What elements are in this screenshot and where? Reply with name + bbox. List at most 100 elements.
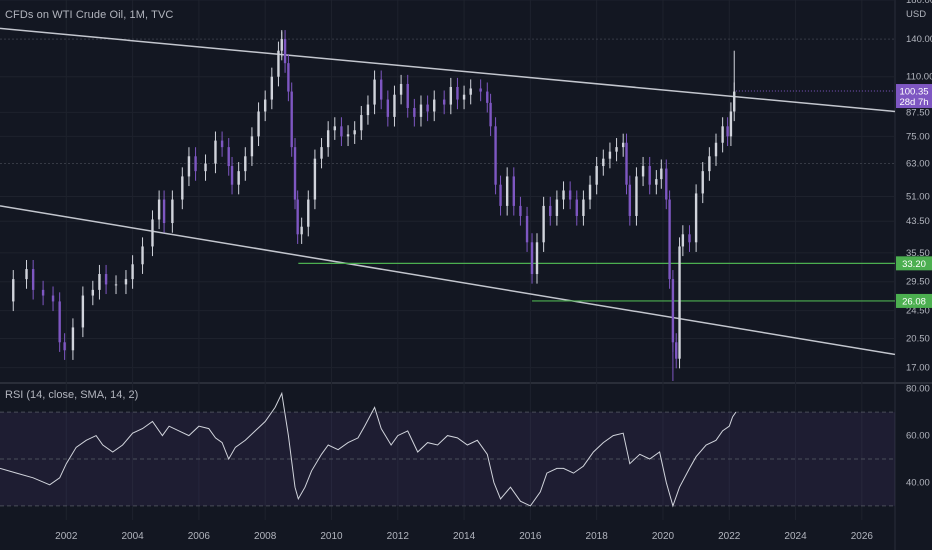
rsi-axis[interactable]: 80.00 60.00 40.00 [906,384,930,489]
x-tick-label: 2004 [121,531,144,542]
candle-body [733,91,736,112]
level-badge [896,293,932,308]
y-tick-label: 29.50 [906,277,930,288]
y-tick-label: 20.50 [906,333,930,344]
candle-body [393,94,396,117]
lower-trendline [0,205,896,356]
candle-body [505,176,509,206]
candle-body [681,234,685,247]
candle-body [525,215,529,243]
candle-body [562,190,565,200]
candle-body [489,102,492,127]
candle-body [91,289,95,296]
x-tick-label: 2010 [320,531,343,542]
rsi-tick-label: 60.00 [906,431,930,442]
candle-body [313,158,317,200]
candle-body [486,91,489,103]
candle-body [296,199,299,235]
candle-body [406,83,409,108]
candle-body [366,104,370,116]
rsi-panel [0,391,895,508]
candle-body [721,126,724,143]
candle-body [263,99,267,112]
candle-body [287,63,290,92]
rsi-indicator-label[interactable]: RSI (14, close, SMA, 14, 2) [5,389,139,401]
x-tick-label: 2012 [387,531,410,542]
candle-body [625,142,628,185]
y-tick-label: 35.50 [906,248,930,259]
x-tick-label: 2006 [188,531,211,542]
candle-body [25,269,28,280]
candle-body [320,147,323,159]
candle-body [582,199,585,216]
candle-body [300,226,303,235]
x-tick-label: 2002 [55,531,78,542]
y-tick-label: 75.00 [906,131,930,142]
level-badge [896,256,932,271]
candle-body [220,140,224,148]
x-tick-label: 2016 [519,531,542,542]
candle-body [63,342,66,351]
y-tick-label: 63.00 [906,159,930,170]
x-tick-label: 2018 [586,531,609,542]
candle-body [542,205,545,243]
candle-body [621,142,625,148]
candle-body [98,274,101,290]
candle-body [628,184,632,216]
candle-body [162,199,166,224]
y-tick-label: 24.50 [906,306,930,317]
candle-body [283,39,287,64]
candle-body [386,99,390,117]
candle-body [729,111,733,137]
x-tick-label: 2022 [718,531,741,542]
x-tick-label: 2008 [254,531,277,542]
rsi-tick-label: 80.00 [906,384,930,395]
candle-body [433,99,436,112]
x-tick-label: 2014 [453,531,476,542]
candle-body [230,166,234,185]
candle-body [353,130,356,135]
candle-body [31,269,35,290]
candle-body [595,166,598,185]
candle-body [568,190,572,200]
candle-body [641,166,645,177]
y-tick-label: 180.00 [906,0,932,6]
candle-body [181,176,184,200]
y-tick-label: 110.00 [906,72,932,83]
candle-body [41,289,45,296]
candle-body [333,126,336,131]
candle-body [187,156,191,177]
candle-body [660,168,663,180]
candle-body [293,147,297,200]
y-tick-label: 51.00 [906,191,930,202]
y-tick-label: 140.00 [906,34,932,45]
candle-body [227,147,230,167]
candle-body [555,199,559,216]
candle-body [51,295,55,302]
candle-body [71,327,75,351]
candle-body [714,142,718,157]
support-levels [298,262,895,302]
candle-body [58,301,61,343]
candle-body [81,295,85,328]
candle-body [456,86,459,100]
time-axis[interactable]: 2002 2004 2006 2008 2010 2012 2014 2016 2018 2020… [55,531,873,542]
candle-body [373,79,376,105]
countdown-label: 28d 7h [899,97,928,108]
candle-body [250,136,254,157]
upper-trendline [0,27,896,113]
candle-body [340,126,343,137]
candle-body [326,130,330,148]
candle-body [708,156,711,172]
last-price-label: 100.35 [899,87,928,98]
candle-body [499,184,502,206]
candle-body [648,166,651,185]
y-tick-label: 87.50 [906,107,930,118]
trendlines [0,27,896,356]
candle-body [694,193,698,243]
candle-body [151,219,154,247]
candle-body [290,91,293,148]
candle-body [588,184,592,200]
price-axis[interactable]: 180.00 140.00 110.00 87.50 75.00 63.00 51.00 43… [906,0,932,374]
